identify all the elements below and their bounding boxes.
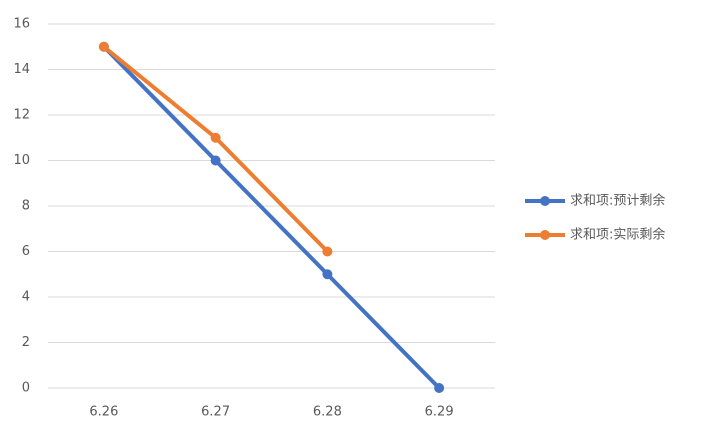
y-tick-label: 0 xyxy=(22,381,30,396)
y-tick-label: 10 xyxy=(13,153,30,168)
y-tick-label: 2 xyxy=(22,335,30,350)
y-tick-label: 8 xyxy=(22,199,30,214)
y-tick-label: 16 xyxy=(13,17,30,32)
series-line xyxy=(102,45,441,390)
point xyxy=(434,383,445,393)
legend-label: 求和项:预计剩余 xyxy=(570,193,665,209)
legend-marker xyxy=(540,196,550,206)
point xyxy=(210,155,221,166)
legend-label: 求和项:实际剩余 xyxy=(570,227,665,243)
y-tick-label: 14 xyxy=(13,62,30,77)
y-tick-label: 4 xyxy=(22,290,30,305)
series-line xyxy=(102,45,329,253)
point xyxy=(210,132,221,143)
x-tick-label: 6.29 xyxy=(425,405,454,420)
point xyxy=(322,246,333,257)
x-tick-label: 6.27 xyxy=(201,405,230,420)
x-tick-label: 6.26 xyxy=(89,405,118,420)
point xyxy=(98,41,109,52)
point xyxy=(322,269,333,280)
x-tick-label: 6.28 xyxy=(313,405,342,420)
legend-marker xyxy=(540,230,550,240)
y-tick-label: 12 xyxy=(13,108,30,123)
y-tick-label: 6 xyxy=(22,244,30,259)
